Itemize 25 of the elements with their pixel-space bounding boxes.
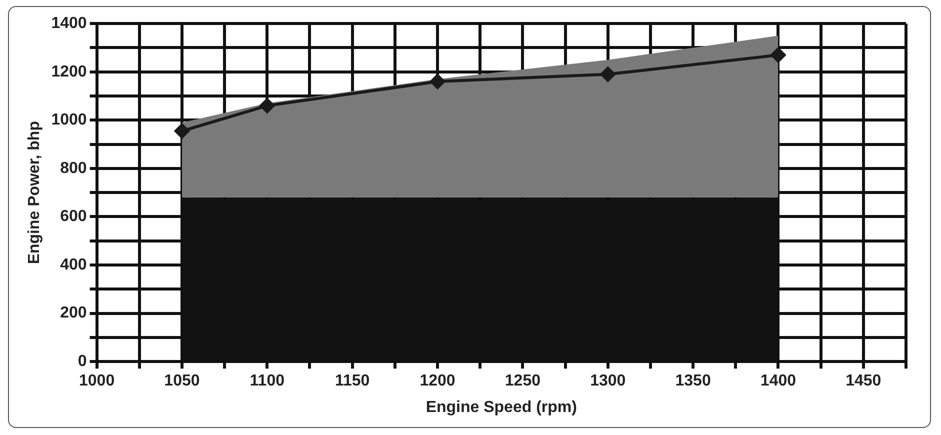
x-tick-label: 1450 — [846, 372, 882, 390]
x-tick-label: 1150 — [334, 372, 370, 390]
x-tick-label: 1100 — [250, 372, 285, 390]
y-tick-label: 1000 — [51, 112, 87, 129]
y-tick-label: 0 — [78, 353, 87, 370]
x-tick-label: 1350 — [675, 372, 711, 390]
point — [600, 66, 616, 82]
point — [430, 74, 446, 90]
x-axis-title: Engine Speed (rpm) — [426, 398, 577, 416]
point — [260, 98, 275, 114]
y-tick-label: 800 — [60, 160, 87, 177]
point — [174, 124, 190, 139]
y-axis-title: Engine Power, bhp — [26, 120, 44, 264]
x-tick-label: 1000 — [78, 372, 115, 390]
x-tick-label: 1250 — [504, 372, 541, 390]
y-tick-label: 1200 — [51, 63, 87, 80]
x-tick-label: 1400 — [760, 372, 796, 390]
x-tick-label: 1200 — [420, 372, 456, 390]
x-tick-label: 1300 — [590, 372, 626, 390]
y-tick-label: 600 — [60, 208, 87, 226]
point — [770, 47, 786, 62]
y-tick-label: 400 — [60, 256, 87, 274]
x-tick-label: 1050 — [164, 372, 200, 390]
y-tick-label: 1400 — [51, 15, 87, 32]
y-tick-label: 200 — [60, 304, 87, 322]
